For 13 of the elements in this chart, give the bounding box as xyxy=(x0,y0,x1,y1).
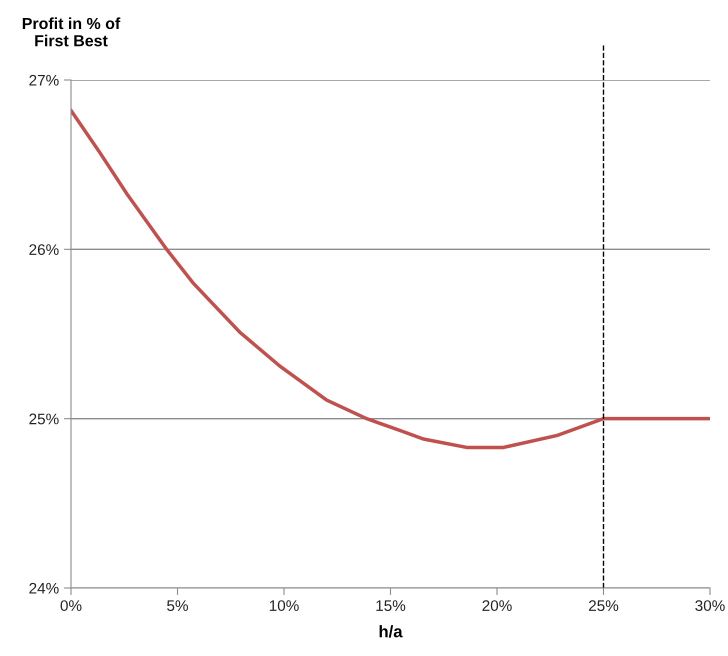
x-tick-label: 10% xyxy=(270,600,299,612)
y-tick-label: 26% xyxy=(29,244,59,256)
y-tick-label: 25% xyxy=(29,414,59,424)
y-tick-label: 24% xyxy=(29,582,59,594)
y-axis-title: Profit in % of First Best xyxy=(22,17,120,46)
y-tick-label: 27% xyxy=(29,74,59,86)
x-tick-label: 5% xyxy=(167,600,188,612)
x-axis-title: h/a xyxy=(380,625,403,638)
x-tick-label: 15% xyxy=(376,600,406,612)
x-tick-label: 30% xyxy=(695,600,725,612)
x-tick-label: 0% xyxy=(60,600,82,612)
x-tick-label: 25% xyxy=(588,600,618,612)
x-tick-label: 20% xyxy=(482,600,512,612)
